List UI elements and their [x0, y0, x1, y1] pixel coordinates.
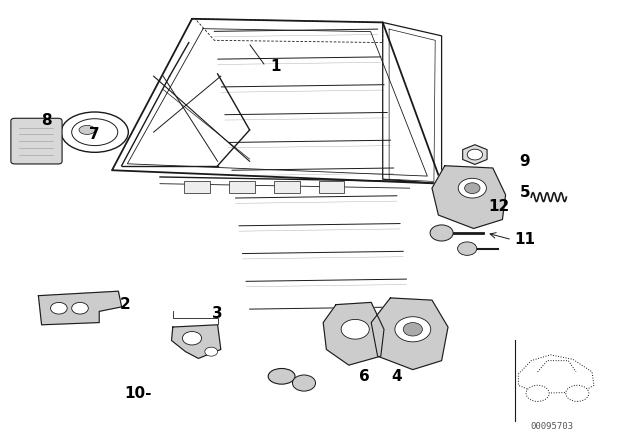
- Text: 5: 5: [520, 185, 530, 200]
- Text: 4: 4: [392, 369, 402, 384]
- Ellipse shape: [268, 368, 295, 384]
- Text: 9: 9: [520, 154, 530, 169]
- Polygon shape: [432, 166, 506, 228]
- Circle shape: [458, 178, 486, 198]
- Bar: [229, 181, 255, 193]
- Text: 10-: 10-: [124, 386, 151, 401]
- Text: 1: 1: [270, 59, 280, 74]
- Circle shape: [292, 375, 316, 391]
- Text: 11: 11: [515, 232, 535, 247]
- Text: 2: 2: [120, 297, 130, 312]
- Text: 00095703: 00095703: [530, 422, 573, 431]
- Circle shape: [430, 225, 453, 241]
- Circle shape: [566, 385, 589, 401]
- Circle shape: [395, 317, 431, 342]
- Text: 7: 7: [90, 127, 100, 142]
- Circle shape: [465, 183, 480, 194]
- Bar: [319, 181, 344, 193]
- Circle shape: [458, 242, 477, 255]
- Bar: [274, 181, 300, 193]
- Circle shape: [182, 332, 202, 345]
- Text: 8: 8: [41, 113, 51, 129]
- Bar: [184, 181, 210, 193]
- Circle shape: [72, 302, 88, 314]
- Text: 6: 6: [360, 369, 370, 384]
- Polygon shape: [323, 302, 384, 365]
- Text: 12: 12: [488, 198, 510, 214]
- Ellipse shape: [79, 125, 95, 134]
- Circle shape: [403, 323, 422, 336]
- Polygon shape: [38, 291, 122, 325]
- Circle shape: [205, 347, 218, 356]
- Ellipse shape: [72, 119, 118, 146]
- FancyBboxPatch shape: [11, 118, 62, 164]
- Ellipse shape: [61, 112, 128, 152]
- Polygon shape: [463, 145, 487, 164]
- Circle shape: [526, 385, 549, 401]
- Polygon shape: [172, 325, 221, 358]
- Polygon shape: [371, 298, 448, 370]
- Circle shape: [51, 302, 67, 314]
- Circle shape: [467, 149, 483, 160]
- Circle shape: [341, 319, 369, 339]
- Text: 3: 3: [212, 306, 223, 321]
